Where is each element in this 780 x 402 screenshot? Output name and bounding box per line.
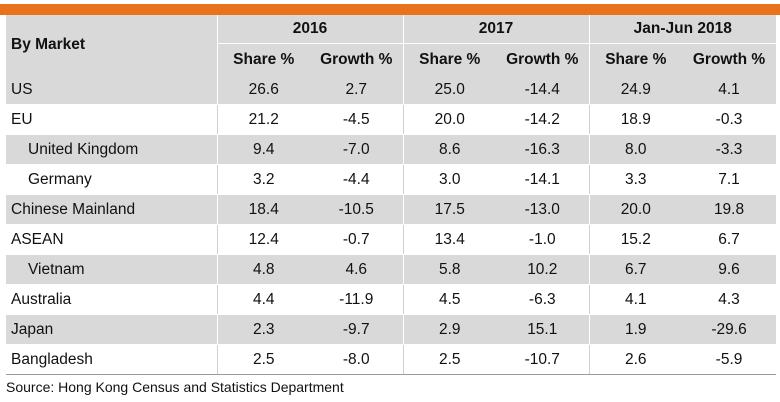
growth-2017-cell: -16.3 [496, 134, 590, 165]
growth-2018-cell: -5.9 [682, 344, 777, 375]
growth-2016-cell: -11.9 [310, 284, 404, 315]
share-2017-cell: 13.4 [402, 224, 497, 255]
market-name: EU [6, 104, 217, 135]
growth-2017-cell: 10.2 [496, 254, 590, 285]
share-header: Share % [588, 43, 683, 75]
growth-2018-cell: 6.7 [682, 224, 777, 255]
share-2017-cell: 20.0 [402, 104, 497, 135]
growth-2016-cell: -4.5 [310, 104, 404, 135]
share-2017-cell: 25.0 [402, 75, 497, 105]
table-row: Bangladesh 2.5 -8.0 2.5 -10.7 2.6 -5.9 [6, 344, 777, 375]
share-2016-cell: 18.4 [216, 194, 310, 225]
share-2018-cell: 4.1 [588, 284, 683, 315]
share-2018-cell: 2.6 [588, 344, 683, 375]
share-2016-cell: 21.2 [216, 104, 310, 135]
growth-2018-cell: -3.3 [682, 134, 777, 165]
growth-header: Growth % [682, 43, 777, 75]
share-2016-cell: 4.4 [216, 284, 310, 315]
growth-2018-cell: 7.1 [682, 164, 777, 195]
growth-2017-cell: -14.4 [496, 75, 590, 105]
growth-2017-cell: -10.7 [496, 344, 590, 375]
share-2017-cell: 17.5 [402, 194, 497, 225]
growth-2017-cell: -6.3 [496, 284, 590, 315]
share-2017-cell: 3.0 [402, 164, 497, 195]
growth-2018-cell: -0.3 [682, 104, 777, 135]
market-name: Chinese Mainland [6, 194, 217, 225]
market-name: Japan [6, 314, 217, 345]
growth-2016-cell: -8.0 [310, 344, 404, 375]
share-2018-cell: 20.0 [588, 194, 683, 225]
share-2016-cell: 12.4 [216, 224, 310, 255]
growth-2017-cell: -13.0 [496, 194, 590, 225]
growth-header: Growth % [496, 43, 590, 75]
source-note: Source: Hong Kong Census and Statistics … [6, 379, 344, 395]
table-row: United Kingdom 9.4 -7.0 8.6 -16.3 8.0 -3… [6, 134, 777, 165]
growth-2018-cell: 9.6 [682, 254, 777, 285]
share-2017-cell: 8.6 [402, 134, 497, 165]
share-2016-cell: 2.3 [216, 314, 310, 345]
growth-2016-cell: -4.4 [310, 164, 404, 195]
growth-2016-cell: -9.7 [310, 314, 404, 345]
growth-2016-cell: 2.7 [310, 75, 404, 105]
table-row: ASEAN 12.4 -0.7 13.4 -1.0 15.2 6.7 [6, 224, 777, 255]
share-2017-cell: 2.5 [402, 344, 497, 375]
growth-2018-cell: -29.6 [682, 314, 777, 345]
share-2016-cell: 2.5 [216, 344, 310, 375]
share-2018-cell: 3.3 [588, 164, 683, 195]
table-row: Chinese Mainland 18.4 -10.5 17.5 -13.0 2… [6, 194, 777, 225]
share-2018-cell: 15.2 [588, 224, 683, 255]
share-2018-cell: 24.9 [588, 75, 683, 105]
share-header: Share % [216, 43, 310, 75]
growth-2017-cell: -14.2 [496, 104, 590, 135]
growth-2018-cell: 4.3 [682, 284, 777, 315]
share-2016-cell: 9.4 [216, 134, 310, 165]
share-2017-cell: 4.5 [402, 284, 497, 315]
table-row: EU 21.2 -4.5 20.0 -14.2 18.9 -0.3 [6, 104, 777, 135]
share-2018-cell: 8.0 [588, 134, 683, 165]
header-row-measures: Share % Growth % Share % Growth % Share … [6, 43, 777, 75]
market-name: ASEAN [6, 224, 217, 255]
share-2016-cell: 4.8 [216, 254, 310, 285]
share-2017-cell: 2.9 [402, 314, 497, 345]
growth-2017-cell: 15.1 [496, 314, 590, 345]
market-column-header: By Market [6, 15, 217, 75]
market-name: US [6, 75, 217, 105]
market-name: Bangladesh [6, 344, 217, 375]
period-header-2017: 2017 [402, 15, 590, 44]
growth-2016-cell: -0.7 [310, 224, 404, 255]
share-2016-cell: 3.2 [216, 164, 310, 195]
table-row: US 26.6 2.7 25.0 -14.4 24.9 4.1 [6, 75, 777, 105]
period-header-2016: 2016 [216, 15, 404, 44]
growth-header: Growth % [310, 43, 404, 75]
growth-2016-cell: 4.6 [310, 254, 404, 285]
header-row-periods: By Market 2016 2017 Jan-Jun 2018 [6, 15, 777, 75]
market-name: Australia [6, 284, 217, 315]
share-2018-cell: 1.9 [588, 314, 683, 345]
table-row: Australia 4.4 -11.9 4.5 -6.3 4.1 4.3 [6, 284, 777, 315]
market-name: Germany [6, 164, 217, 195]
period-header-jan-jun-2018: Jan-Jun 2018 [588, 15, 777, 44]
growth-2016-cell: -10.5 [310, 194, 404, 225]
growth-2017-cell: -1.0 [496, 224, 590, 255]
table-row: Japan 2.3 -9.7 2.9 15.1 1.9 -29.6 [6, 314, 777, 345]
accent-bar [0, 4, 780, 15]
market-share-table: By Market 2016 2017 Jan-Jun 2018 Share %… [6, 15, 777, 375]
growth-2017-cell: -14.1 [496, 164, 590, 195]
share-2017-cell: 5.8 [402, 254, 497, 285]
table-row: Germany 3.2 -4.4 3.0 -14.1 3.3 7.1 [6, 164, 777, 195]
share-2018-cell: 18.9 [588, 104, 683, 135]
growth-2018-cell: 4.1 [682, 75, 777, 105]
growth-2018-cell: 19.8 [682, 194, 777, 225]
market-name: United Kingdom [6, 134, 217, 165]
share-2016-cell: 26.6 [216, 75, 310, 105]
share-header: Share % [402, 43, 497, 75]
market-name: Vietnam [6, 254, 217, 285]
share-2018-cell: 6.7 [588, 254, 683, 285]
table-row: Vietnam 4.8 4.6 5.8 10.2 6.7 9.6 [6, 254, 777, 285]
growth-2016-cell: -7.0 [310, 134, 404, 165]
